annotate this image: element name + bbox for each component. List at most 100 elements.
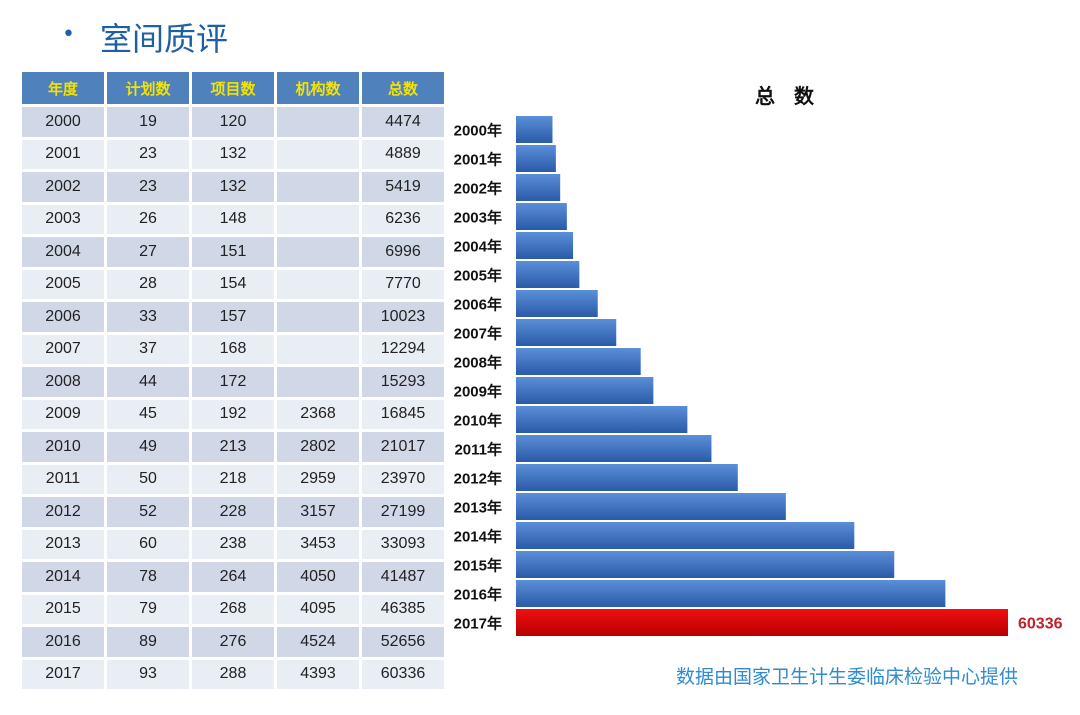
- table-cell: 23970: [360, 463, 447, 497]
- table-cell: 2010: [22, 430, 107, 465]
- table-row: 2006 33 157 10023: [22, 300, 447, 335]
- table-cell: 6996: [360, 235, 447, 270]
- bar-2012年: [516, 464, 738, 491]
- bullet: •: [62, 22, 75, 47]
- bar-2003年: [516, 203, 567, 230]
- table-cell: 2016: [22, 625, 107, 660]
- category-label: 2002年: [454, 180, 502, 198]
- column-header: 计划数: [105, 72, 192, 107]
- table-cell: 46385: [360, 593, 447, 627]
- table-cell: 52: [105, 495, 192, 530]
- bar-2001年: [516, 145, 556, 172]
- category-label: 2001年: [454, 151, 502, 169]
- category-label: 2000年: [454, 122, 502, 140]
- table-cell: 6236: [360, 203, 447, 237]
- table-cell: 276: [190, 625, 277, 660]
- table-cell: 2013: [22, 528, 107, 562]
- table-cell: [275, 138, 362, 172]
- table-row: 2011 50 218 2959 23970: [22, 463, 447, 497]
- bar-2008年: [516, 348, 641, 375]
- table-cell: 49: [105, 430, 192, 465]
- table-cell: 44: [105, 365, 192, 400]
- category-label: 2016年: [454, 586, 502, 604]
- table-cell: 2000: [22, 105, 107, 140]
- table-cell: 5419: [360, 170, 447, 205]
- table-cell: 213: [190, 430, 277, 465]
- table-cell: 27: [105, 235, 192, 270]
- table-cell: 45: [105, 398, 192, 432]
- category-label: 2004年: [454, 238, 502, 256]
- table-cell: 33093: [360, 528, 447, 562]
- table-row: 2014 78 264 4050 41487: [22, 560, 447, 595]
- table-cell: 192: [190, 398, 277, 432]
- table-cell: 2802: [275, 430, 362, 465]
- table-cell: 288: [190, 658, 277, 692]
- table-cell: 2007: [22, 333, 107, 367]
- column-header: 年度: [22, 72, 107, 107]
- bar-2002年: [516, 174, 561, 201]
- table-cell: 238: [190, 528, 277, 562]
- table-cell: 132: [190, 170, 277, 205]
- table-cell: 154: [190, 268, 277, 302]
- table-cell: 60336: [360, 658, 447, 692]
- bar-2005年: [516, 261, 580, 288]
- table-cell: 2008: [22, 365, 107, 400]
- table-cell: 23: [105, 170, 192, 205]
- table-cell: 4393: [275, 658, 362, 692]
- table-cell: 2012: [22, 495, 107, 530]
- table-cell: 4524: [275, 625, 362, 660]
- table-cell: 228: [190, 495, 277, 530]
- category-label: 2009年: [454, 383, 502, 401]
- category-label: 2008年: [454, 354, 502, 372]
- category-label: 2005年: [454, 267, 502, 285]
- table-cell: [275, 235, 362, 270]
- bar-2017年: [516, 609, 1008, 636]
- data-table: 年度 计划数 项目数 机构数 总数 2000 19 120 4474 2001 23 132 4889…: [22, 72, 447, 692]
- category-label: 2006年: [454, 296, 502, 314]
- table-row: 2000 19 120 4474: [22, 105, 447, 140]
- bar-2015年: [516, 551, 895, 578]
- table-cell: [275, 365, 362, 400]
- table-cell: 79: [105, 593, 192, 627]
- table-cell: 4095: [275, 593, 362, 627]
- table-cell: [275, 333, 362, 367]
- table-cell: 218: [190, 463, 277, 497]
- table-cell: 120: [190, 105, 277, 140]
- chart-title: 总 数: [755, 84, 820, 108]
- table-cell: 41487: [360, 560, 447, 595]
- table-cell: [275, 170, 362, 205]
- table-cell: 3157: [275, 495, 362, 530]
- bar-2000年: [516, 116, 553, 143]
- table-cell: 151: [190, 235, 277, 270]
- table-cell: 33: [105, 300, 192, 335]
- table-cell: 52656: [360, 625, 447, 660]
- data-label: 60336: [1018, 616, 1063, 633]
- table-cell: 132: [190, 138, 277, 172]
- table-row: 2001 23 132 4889: [22, 138, 447, 172]
- bar-2007年: [516, 319, 617, 346]
- table-cell: 4889: [360, 138, 447, 172]
- table-cell: 93: [105, 658, 192, 692]
- category-label: 2007年: [454, 325, 502, 343]
- table-cell: 2004: [22, 235, 107, 270]
- table-row: 2008 44 172 15293: [22, 365, 447, 400]
- table-cell: 4050: [275, 560, 362, 595]
- column-header: 项目数: [190, 72, 277, 107]
- table-cell: 37: [105, 333, 192, 367]
- table-cell: 2014: [22, 560, 107, 595]
- table-cell: 2003: [22, 203, 107, 237]
- table-row: 2017 93 288 4393 60336: [22, 658, 447, 692]
- table-cell: 4474: [360, 105, 447, 140]
- table-cell: 148: [190, 203, 277, 237]
- table-row: 2013 60 238 3453 33093: [22, 528, 447, 562]
- table-row: 2002 23 132 5419: [22, 170, 447, 205]
- bar-2009年: [516, 377, 654, 404]
- table-row: 2010 49 213 2802 21017: [22, 430, 447, 465]
- table-header-row: 年度 计划数 项目数 机构数 总数: [22, 72, 447, 107]
- table-cell: 7770: [360, 268, 447, 302]
- table-cell: 23: [105, 138, 192, 172]
- table-cell: [275, 268, 362, 302]
- table-cell: 2015: [22, 593, 107, 627]
- category-label: 2017年: [454, 615, 502, 633]
- column-header: 机构数: [275, 72, 362, 107]
